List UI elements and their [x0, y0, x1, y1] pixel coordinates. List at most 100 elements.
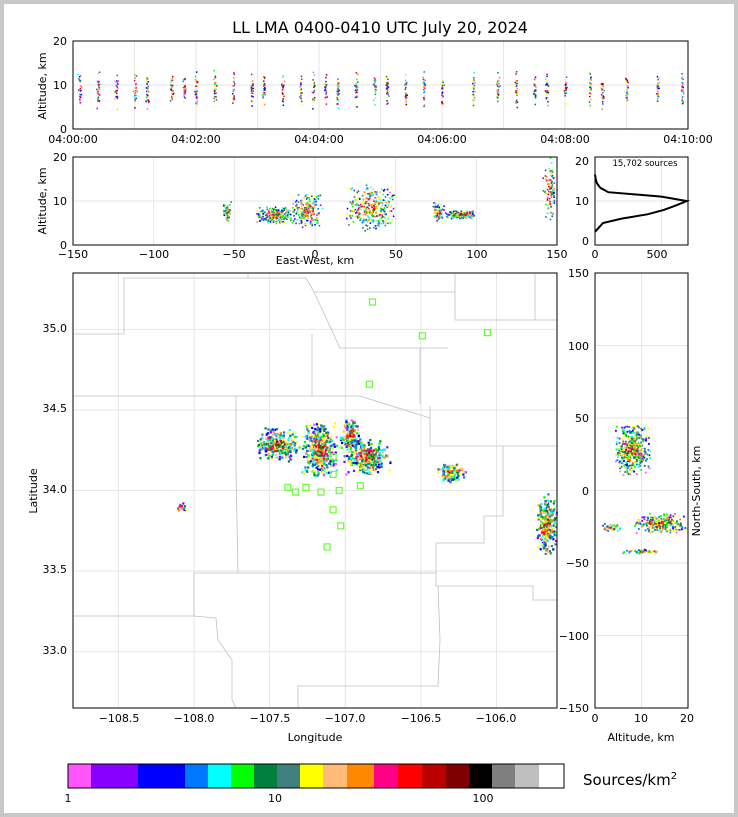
time-height-source: [312, 71, 315, 74]
ns-height-source: [658, 525, 661, 528]
time-height-source: [658, 81, 661, 84]
time-height-source: [517, 89, 519, 91]
ew-height-source: [551, 174, 554, 177]
lma-station-marker: [302, 483, 310, 491]
ew-height-source: [458, 216, 460, 218]
time-height-source: [546, 80, 548, 82]
ew-height-source: [433, 208, 436, 211]
time-height-source: [145, 100, 147, 103]
plan-view-source: [276, 456, 279, 459]
plan-view-source: [351, 444, 354, 447]
ew-height-source: [434, 213, 437, 215]
time-height-source: [565, 76, 568, 78]
ew-height-source: [311, 205, 314, 208]
ew-height-source: [304, 224, 307, 227]
ns-height-source: [640, 525, 643, 528]
plan-view-source: [323, 425, 326, 428]
plan-view-source: [449, 481, 452, 484]
plan-view-source: [268, 439, 272, 442]
ew-height-source: [358, 211, 361, 214]
time-height-source: [116, 81, 118, 83]
ns-height-source: [640, 453, 643, 456]
ew-height-source: [434, 215, 437, 217]
plan-view-source: [268, 454, 271, 457]
ns-height-source: [684, 527, 687, 529]
time-height-source: [564, 89, 567, 92]
time-height-source: [356, 91, 358, 94]
ew-height-source: [304, 207, 306, 209]
plan-view-source: [284, 450, 287, 453]
ew-height-source: [316, 214, 318, 216]
ns-height-source: [613, 528, 616, 530]
ns-height-source: [618, 461, 621, 464]
time-height-source: [497, 100, 499, 103]
time-height-source: [325, 80, 327, 83]
ew-height-source: [284, 213, 286, 215]
time-height-source: [146, 90, 148, 93]
ns-height-source: [631, 452, 634, 455]
ew-height-source: [377, 196, 380, 198]
plan-view-source: [314, 435, 317, 438]
time-height-source: [441, 101, 443, 103]
plan-view-source: [302, 444, 306, 448]
time-height-source: [251, 80, 254, 82]
time-height-source: [301, 92, 303, 94]
time-height-source: [545, 91, 548, 94]
ew-height-source: [274, 208, 277, 211]
plan-view-source: [178, 507, 182, 510]
ns-height-source: [637, 519, 639, 522]
ns-height-source: [665, 518, 668, 521]
ns-height-source: [643, 450, 646, 452]
ew-height-source: [443, 209, 445, 211]
plan-view-source: [301, 471, 304, 474]
ew-height-source: [373, 209, 376, 211]
ew-height-source: [368, 218, 371, 220]
ew-height-source: [371, 206, 373, 208]
plan-view-source: [324, 435, 327, 438]
time-height-source: [263, 82, 266, 85]
ew-height-source: [300, 203, 302, 206]
ew-height-source: [545, 176, 548, 178]
ew-height-source: [271, 215, 273, 217]
ns-height-source: [648, 427, 650, 430]
plan-view-source: [370, 442, 373, 446]
ew-height-source: [372, 206, 374, 209]
plan-view-source: [543, 546, 546, 549]
plan-view-source: [312, 445, 315, 449]
time-height-source: [534, 76, 537, 78]
time-height-source: [116, 95, 119, 98]
time-height-source: [171, 89, 173, 91]
ns-height-source: [628, 436, 631, 439]
ew-height-source: [378, 214, 381, 216]
ns-height-source: [622, 474, 625, 476]
lma-station-marker: [335, 486, 343, 495]
lma-station-marker: [368, 298, 377, 306]
time-height-source: [625, 80, 628, 83]
plan-view-source: [257, 443, 261, 446]
time-height-source: [324, 86, 326, 88]
time-height-source: [337, 103, 339, 105]
time-height-source: [355, 88, 358, 90]
ew-height-xtick-2: −50: [222, 248, 245, 261]
plan-view-source: [548, 515, 551, 518]
plan-view-source: [313, 437, 316, 440]
plan-view-source: [327, 436, 330, 439]
plan-view-source: [345, 443, 348, 446]
time-height-source: [97, 84, 100, 86]
time-height-source: [182, 92, 185, 95]
ns-height-source: [673, 516, 676, 519]
plan-view-source: [380, 457, 384, 460]
ns-height-panel: North-South, km Altitude, km 0 10 20 −15…: [559, 267, 703, 744]
plan-view-source: [364, 457, 367, 460]
ns-height-source: [650, 551, 653, 553]
time-height-source: [313, 84, 315, 87]
ew-height-source: [544, 175, 547, 177]
ew-height-source: [348, 187, 350, 190]
plan-view-source: [543, 535, 546, 538]
time-height-source: [374, 81, 377, 83]
ew-height-source: [375, 207, 378, 209]
ew-height-source: [310, 210, 313, 212]
time-height-source: [545, 78, 547, 80]
ns-height-source: [656, 528, 658, 530]
ns-height-source: [650, 521, 653, 524]
